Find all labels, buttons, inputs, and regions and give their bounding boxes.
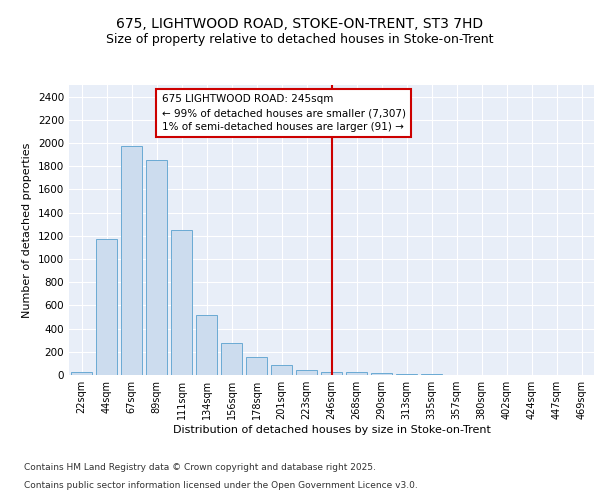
- Bar: [271, 364, 292, 375]
- Text: Size of property relative to detached houses in Stoke-on-Trent: Size of property relative to detached ho…: [106, 32, 494, 46]
- Bar: [296, 370, 317, 375]
- Bar: [321, 372, 342, 375]
- Text: 675 LIGHTWOOD ROAD: 245sqm
← 99% of detached houses are smaller (7,307)
1% of se: 675 LIGHTWOOD ROAD: 245sqm ← 99% of deta…: [161, 94, 406, 132]
- Bar: [371, 374, 392, 375]
- Bar: [346, 372, 367, 375]
- Bar: [246, 357, 267, 375]
- X-axis label: Distribution of detached houses by size in Stoke-on-Trent: Distribution of detached houses by size …: [173, 425, 490, 435]
- Bar: [146, 160, 167, 375]
- Bar: [421, 374, 442, 375]
- Text: Contains public sector information licensed under the Open Government Licence v3: Contains public sector information licen…: [24, 481, 418, 490]
- Y-axis label: Number of detached properties: Number of detached properties: [22, 142, 32, 318]
- Bar: [196, 316, 217, 375]
- Bar: [71, 372, 92, 375]
- Bar: [171, 230, 192, 375]
- Bar: [396, 374, 417, 375]
- Bar: [221, 343, 242, 375]
- Text: Contains HM Land Registry data © Crown copyright and database right 2025.: Contains HM Land Registry data © Crown c…: [24, 464, 376, 472]
- Bar: [96, 238, 117, 375]
- Text: 675, LIGHTWOOD ROAD, STOKE-ON-TRENT, ST3 7HD: 675, LIGHTWOOD ROAD, STOKE-ON-TRENT, ST3…: [116, 18, 484, 32]
- Bar: [121, 146, 142, 375]
